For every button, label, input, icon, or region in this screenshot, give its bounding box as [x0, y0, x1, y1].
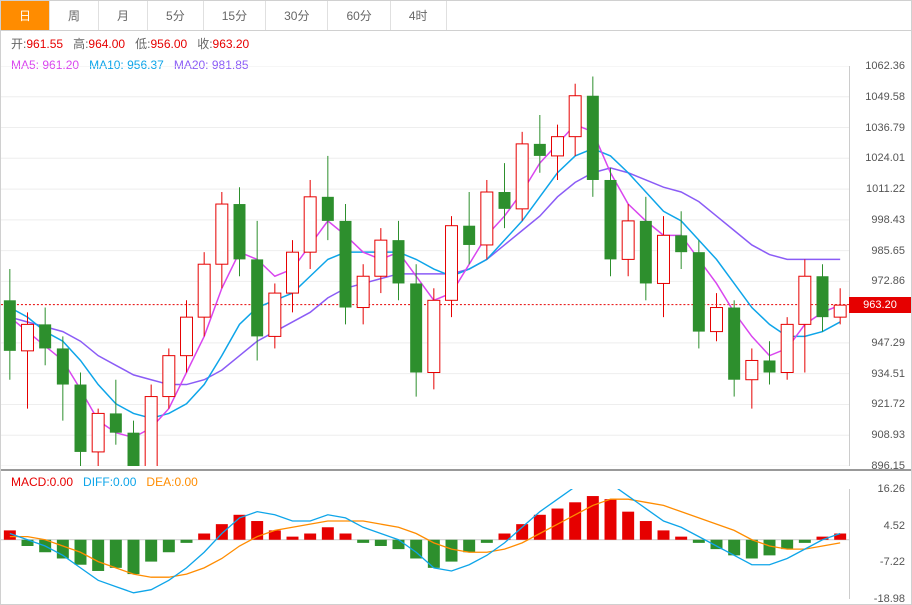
tab-周[interactable]: 周: [50, 1, 99, 30]
macd-legend: MACD:0.00 DIFF:0.00 DEA:0.00: [11, 475, 912, 489]
open-value: 961.55: [26, 37, 63, 51]
tab-30分[interactable]: 30分: [266, 1, 328, 30]
high-label: 高:: [73, 37, 88, 51]
candlestick-chart[interactable]: 1062.361049.581036.791024.011011.22998.4…: [1, 66, 911, 466]
tab-15分[interactable]: 15分: [204, 1, 266, 30]
tab-日[interactable]: 日: [1, 1, 50, 30]
tab-60分[interactable]: 60分: [328, 1, 390, 30]
close-label: 收:: [197, 37, 212, 51]
tab-月[interactable]: 月: [99, 1, 148, 30]
price-marker: 963.20: [849, 297, 911, 313]
open-label: 开:: [11, 37, 26, 51]
macd-panel[interactable]: MACD:0.00 DIFF:0.00 DEA:0.00 16.264.52-7…: [1, 469, 911, 601]
macd-axis: 16.264.52-7.22-18.98: [849, 489, 911, 599]
low-label: 低:: [135, 37, 150, 51]
close-value: 963.20: [213, 37, 250, 51]
tab-4时[interactable]: 4时: [391, 1, 447, 30]
timeframe-tabs: 日周月5分15分30分60分4时: [1, 1, 911, 31]
price-axis: 1062.361049.581036.791024.011011.22998.4…: [849, 66, 911, 466]
ohlc-readout: 开:961.55 高:964.00 低:956.00 收:963.20: [1, 31, 911, 56]
low-value: 956.00: [150, 37, 187, 51]
high-value: 964.00: [88, 37, 125, 51]
tab-5分[interactable]: 5分: [148, 1, 204, 30]
